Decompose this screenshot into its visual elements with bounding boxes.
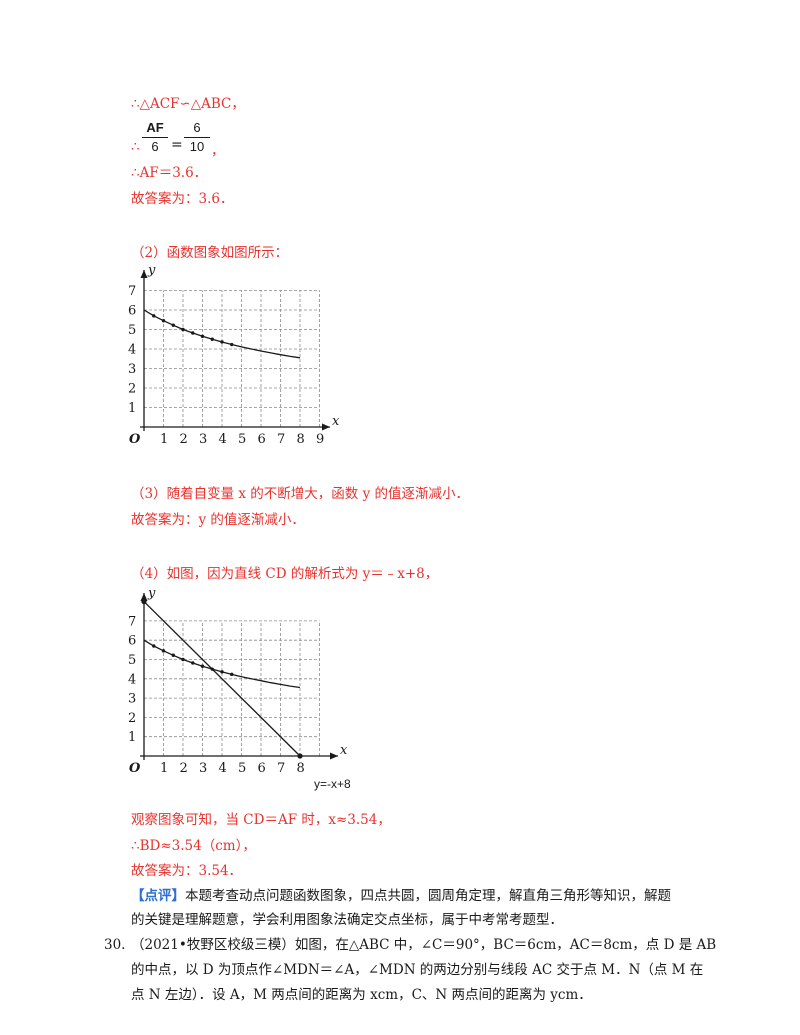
comma: ， [211, 143, 225, 159]
x-axis-arrow [330, 752, 338, 760]
comment-text-1: 本题考查动点问题函数图象，四点共圆，圆周角定理，解直角三角形等知识，解题 [185, 888, 671, 904]
curve-point [171, 653, 175, 657]
part3-line: （3）随着自变量 x 的不断增大，函数 y 的值逐渐减小． [131, 486, 469, 502]
curve-point [200, 334, 205, 339]
curve-point [210, 337, 214, 341]
origin-label: O [129, 761, 141, 776]
y-tick-label: 2 [128, 382, 136, 397]
origin-label: O [129, 432, 141, 447]
part4-answer: 故答案为：3.54． [131, 863, 243, 879]
question-line-2: 的中点，以 D 为顶点作∠MDN＝∠A，∠MDN 的两边分别与线段 AC 交于点… [131, 962, 704, 978]
x-tick-label: 3 [199, 432, 207, 447]
x-tick-label: 4 [219, 761, 227, 776]
curve-point [161, 649, 166, 653]
fraction-equation: ∴ AF 6 = 6 10 ， [131, 120, 231, 160]
x-tick-label: 2 [180, 432, 188, 447]
similar-triangles-line: ∴△ACF∽△ABC， [131, 96, 245, 112]
x-tick-label: 6 [258, 432, 266, 447]
line-endpoint [141, 599, 147, 605]
x-axis-label: x [340, 743, 348, 758]
y-tick-label: 4 [128, 343, 136, 358]
curve-point [220, 340, 224, 344]
comment-line-2: 的关键是理解题意，学会利用图象法确定交点坐标，属于中考常考题型． [131, 912, 563, 928]
x-tick-label: 8 [297, 432, 305, 447]
x-tick-label: 6 [258, 761, 266, 776]
question-number: 30. [104, 937, 126, 953]
bd-value-line: ∴BD≈3.54（cm）， [131, 838, 256, 854]
fraction-bar [142, 137, 168, 138]
x-axis-label: x [332, 414, 340, 429]
curve-point [191, 331, 195, 335]
x-tick-label: 9 [316, 432, 324, 447]
y-axis-label: y [147, 263, 156, 278]
fraction-denominator: 6 [151, 139, 159, 154]
curve-point [161, 319, 166, 323]
y-tick-label: 6 [128, 304, 136, 319]
x-tick-label: 4 [219, 432, 227, 447]
y-tick-label: 6 [128, 634, 136, 649]
y-axis-label: y [147, 586, 156, 601]
fraction-numerator: 6 [193, 120, 201, 135]
y-tick-label: 5 [128, 323, 136, 338]
line-endpoint [297, 753, 303, 759]
x-tick-label: 8 [297, 761, 305, 776]
x-tick-label: 5 [238, 761, 246, 776]
curve-point [200, 664, 205, 668]
x-tick-label: 3 [199, 761, 207, 776]
curve-point [220, 670, 224, 674]
y-tick-label: 2 [128, 711, 136, 726]
straight-line-cd [143, 601, 301, 757]
question-line-1: （2021•牧野区校级三模）如图，在△ABC 中，∠C＝90°，BC＝6cm，A… [131, 937, 717, 953]
y-tick-label: 1 [128, 730, 136, 745]
part4-heading: （4）如图，因为直线 CD 的解析式为 y＝﹣x+8， [131, 566, 439, 582]
part3-answer: 故答案为：y 的值逐渐减小． [131, 512, 305, 528]
x-tick-label: 1 [160, 761, 168, 776]
x-tick-label: 2 [180, 761, 188, 776]
y-tick-label: 5 [128, 653, 136, 668]
observation-line: 观察图象可知，当 CD＝AF 时，x≈3.54， [131, 812, 391, 828]
comment-line-1: 【点评】本题考查动点问题函数图象，四点共圆，圆周角定理，解直角三角形等知识，解题 [131, 886, 671, 906]
af-value-line: ∴AF＝3.6． [131, 165, 208, 181]
fraction-numerator: AF [146, 120, 164, 135]
y-tick-label: 7 [128, 284, 136, 299]
x-tick-label: 1 [160, 432, 168, 447]
line-equation-label: y=-x+8 [314, 777, 351, 791]
curve-point [230, 672, 234, 677]
fraction-bar [184, 137, 210, 138]
y-tick-label: 3 [128, 692, 136, 707]
y-tick-label: 4 [128, 672, 136, 687]
answer-line-1: 故答案为：3.6． [131, 191, 234, 207]
therefore-symbol: ∴ [131, 139, 140, 155]
x-tick-label: 7 [277, 761, 285, 776]
part2-heading: （2）函数图象如图所示： [131, 245, 289, 261]
curve-point [152, 644, 156, 648]
curve-point [181, 657, 185, 662]
curve-point [230, 342, 234, 347]
y-tick-label: 1 [128, 401, 136, 416]
question-line-3: 点 N 左边）．设 A，M 两点间的距离为 xcm，C、N 两点间的距离为 yc… [131, 987, 592, 1003]
comment-tag: 【点评】 [131, 888, 185, 904]
x-axis-arrow [322, 423, 330, 431]
curve-point [191, 661, 195, 665]
curve-point [152, 314, 156, 318]
fraction-denominator: 10 [189, 139, 205, 154]
x-tick-label: 7 [277, 432, 285, 447]
y-axis-arrow [140, 593, 148, 601]
y-tick-label: 3 [128, 362, 136, 377]
x-tick-label: 5 [238, 432, 246, 447]
curve-point [171, 323, 175, 327]
equals-sign: = [171, 137, 183, 153]
y-tick-label: 7 [128, 614, 136, 629]
y-axis-arrow [140, 270, 148, 278]
curve-point [181, 327, 185, 332]
